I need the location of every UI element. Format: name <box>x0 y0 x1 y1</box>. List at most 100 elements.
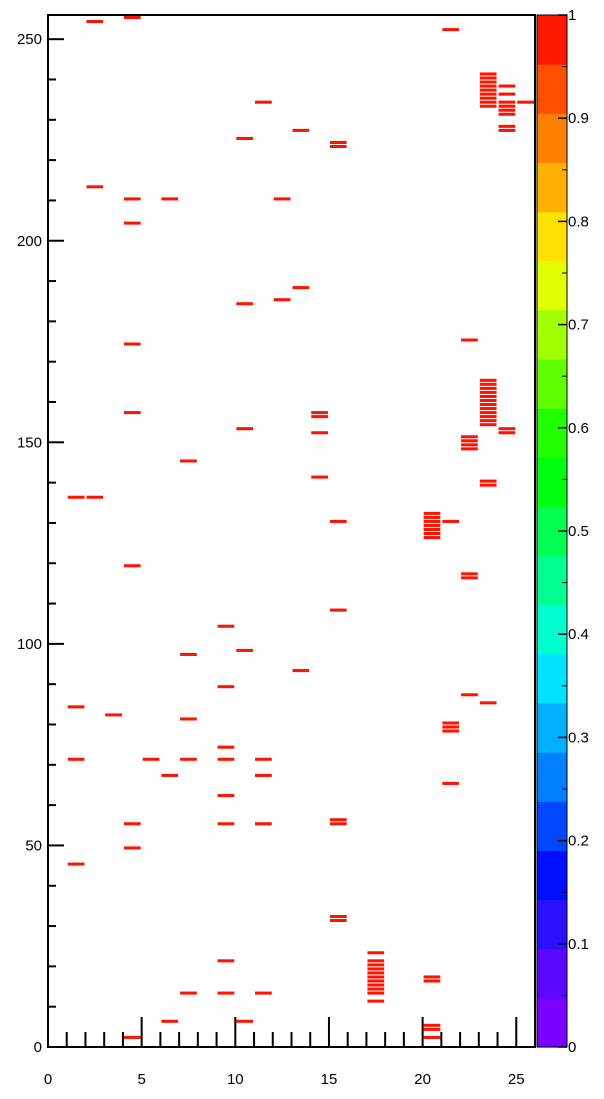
colorbar-tick-label: 0.5 <box>568 523 589 540</box>
colorbar-segment <box>537 555 567 606</box>
colorbar-segment <box>537 604 567 655</box>
heatmap-cell <box>180 652 197 656</box>
heatmap-cell <box>217 624 235 628</box>
heatmap-cell <box>498 104 516 108</box>
heatmap-cell <box>461 693 478 697</box>
colorbar-segment <box>537 15 567 65</box>
heatmap-cell <box>423 1027 441 1031</box>
colorbar-segment <box>537 260 567 311</box>
colorbar-tick-label: 1 <box>568 7 576 24</box>
colorbar-segment <box>537 457 567 508</box>
x-tick-label: 5 <box>137 1071 145 1088</box>
heatmap-cell <box>498 128 516 132</box>
colorbar-segment <box>537 309 567 360</box>
colorbar-segment <box>537 997 567 1048</box>
colorbar-tick-label: 0 <box>568 1039 576 1056</box>
heatmap-cell <box>367 979 385 983</box>
heatmap-cell <box>367 983 385 987</box>
heatmap-cell <box>273 197 291 201</box>
colorbar-segment <box>537 948 567 999</box>
heatmap-cell <box>123 822 141 826</box>
colorbar-segment <box>537 752 567 802</box>
heatmap-cell <box>367 951 385 955</box>
heatmap-cell <box>423 532 441 536</box>
heatmap-cell <box>329 919 347 923</box>
heatmap-cell <box>479 80 497 84</box>
heatmap-cell <box>479 479 497 483</box>
heatmap-cell <box>479 378 497 382</box>
heatmap-cell <box>311 431 328 435</box>
heatmap-cell <box>367 975 385 979</box>
heatmap-cell <box>217 757 235 761</box>
heatmap-cell <box>292 286 310 290</box>
colorbar-segment <box>537 653 567 704</box>
heatmap-cell <box>461 435 478 439</box>
heatmap-cell <box>517 100 534 104</box>
heatmap-cell <box>442 28 460 32</box>
heatmap-cell <box>367 987 385 991</box>
heatmap-cell <box>67 495 85 499</box>
heatmap-cell <box>423 1023 441 1027</box>
heatmap-cell <box>142 757 160 761</box>
heatmap-cell <box>329 818 347 822</box>
heatmap-cell <box>255 757 272 761</box>
heatmap-cell <box>123 221 141 225</box>
plot-frame <box>47 14 536 1048</box>
heatmap-cell <box>479 415 497 419</box>
heatmap-cell <box>123 411 141 415</box>
x-axis: 0 5 10 15 20 25 <box>44 1017 536 1088</box>
heatmap-cell <box>123 1035 141 1039</box>
heatmap-cell <box>161 197 179 201</box>
heatmap-cell <box>498 124 516 128</box>
heatmap-cell <box>479 386 497 390</box>
y-tick-label: 250 <box>17 31 42 48</box>
x-tick-label: 10 <box>227 1071 244 1088</box>
heatmap-cell <box>479 483 497 487</box>
heatmap-cell <box>255 991 272 995</box>
heatmap-cell <box>273 298 291 302</box>
heatmap-cell <box>236 136 254 140</box>
heatmap-cell <box>329 822 347 826</box>
heatmap-cell <box>442 721 460 725</box>
heatmap-cell <box>311 415 328 419</box>
heatmap-cell <box>255 100 272 104</box>
colorbar-tick-label: 0.6 <box>568 420 589 437</box>
heatmap-cell <box>311 475 328 479</box>
heatmap-cell <box>123 846 141 850</box>
heatmap-cell <box>217 794 235 798</box>
heatmap-cell <box>236 648 254 652</box>
heatmap-cell <box>498 84 516 88</box>
heatmap-cell <box>423 519 441 523</box>
y-axis: 0 50 100 150 200 250 <box>17 31 64 1056</box>
heatmap-cell <box>367 991 385 995</box>
heatmap-cell <box>329 145 347 149</box>
colorbar-segment <box>537 113 567 164</box>
heatmap-cell <box>180 757 197 761</box>
heatmap-cell <box>123 16 141 20</box>
heatmap-cell <box>86 185 104 189</box>
colorbar-segment <box>537 899 567 950</box>
heatmap-cell <box>479 84 497 88</box>
y-tick-label: 200 <box>17 233 42 250</box>
x-tick-label: 15 <box>321 1071 338 1088</box>
heatmap-cell <box>479 104 497 108</box>
heatmap-cell <box>479 398 497 402</box>
heatmap-cell <box>461 439 478 443</box>
heatmap-cell <box>479 394 497 398</box>
colorbar-segment <box>537 64 567 114</box>
colorbar-tick-label: 0.9 <box>568 110 589 127</box>
heatmap-cell <box>461 338 478 342</box>
heatmap-cell <box>236 302 254 306</box>
heatmap-cell <box>479 382 497 386</box>
heatmap-cell <box>123 197 141 201</box>
heatmap-cell <box>423 975 441 979</box>
y-tick-label: 50 <box>25 837 42 854</box>
heatmap-cell <box>442 729 460 733</box>
y-tick-label: 0 <box>34 1039 42 1056</box>
heatmap-cell <box>329 519 347 523</box>
heatmap-cell <box>498 92 516 96</box>
heatmap-cell <box>423 979 441 983</box>
heatmap-cell <box>217 745 235 749</box>
